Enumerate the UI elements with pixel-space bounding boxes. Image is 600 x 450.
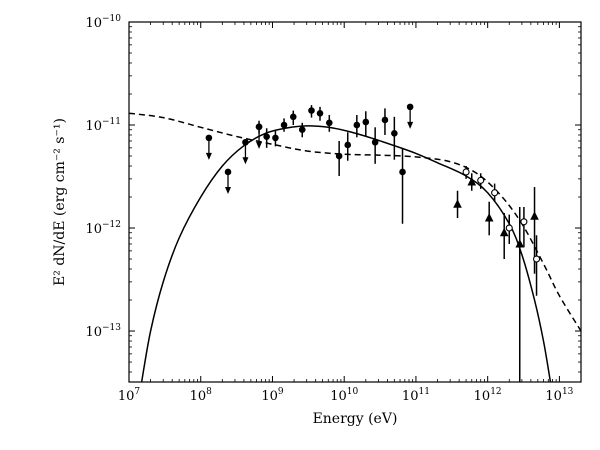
upper-limit-arrow-head bbox=[242, 157, 249, 165]
x-tick-base: 10 bbox=[261, 389, 278, 404]
upper-limit-arrow-head bbox=[407, 121, 414, 129]
model-curve-solid bbox=[140, 125, 552, 382]
x-tick-exponent: 10 bbox=[347, 387, 359, 397]
plot-frame bbox=[128, 21, 582, 383]
fermi-point bbox=[263, 133, 270, 141]
vhe-triangle-point bbox=[515, 238, 525, 248]
x-tick-label: 1013 bbox=[545, 387, 573, 404]
x-tick-label: 1012 bbox=[474, 387, 502, 404]
y-tick-base: 10 bbox=[85, 222, 102, 237]
x-tick-exponent: 11 bbox=[418, 387, 429, 397]
vhe-triangle-point bbox=[499, 227, 509, 237]
y-tick-label: 10−11 bbox=[85, 117, 121, 134]
vhe-open-point bbox=[520, 218, 528, 226]
vhe-triangle-point bbox=[530, 211, 539, 220]
vhe-triangle-point bbox=[467, 176, 477, 186]
vhe-triangle-point bbox=[484, 213, 494, 222]
x-tick-exponent: 12 bbox=[490, 387, 501, 397]
model-curves bbox=[129, 112, 581, 382]
data-points bbox=[205, 103, 541, 382]
x-tick-exponent: 7 bbox=[134, 387, 140, 397]
vhe-triangle-point bbox=[453, 199, 462, 208]
y-tick-exponent: −12 bbox=[102, 220, 121, 230]
vhe-open-point bbox=[532, 255, 541, 263]
fermi-point bbox=[308, 107, 315, 114]
x-tick-base: 10 bbox=[545, 389, 562, 404]
x-tick-base: 10 bbox=[190, 389, 207, 404]
minor-ticks bbox=[129, 22, 581, 382]
y-tick-base: 10 bbox=[85, 325, 102, 340]
x-tick-label: 1010 bbox=[330, 387, 358, 404]
x-tick-base: 10 bbox=[402, 389, 419, 404]
y-tick-exponent: −10 bbox=[102, 14, 121, 24]
fermi-point bbox=[371, 138, 379, 146]
vhe-open-point bbox=[505, 224, 513, 232]
fermi-point bbox=[289, 113, 297, 121]
fermi-point bbox=[362, 118, 370, 126]
fermi-point bbox=[326, 119, 333, 127]
fermi-point bbox=[391, 130, 398, 137]
y-tick-label: 10−12 bbox=[85, 220, 121, 237]
y-axis-title: E² dN/dE (erg cm⁻² s⁻¹) bbox=[52, 118, 68, 286]
x-tick-base: 10 bbox=[118, 389, 135, 404]
x-tick-base: 10 bbox=[474, 389, 491, 404]
major-ticks bbox=[128, 21, 581, 382]
upper-limit-arrow-head bbox=[256, 141, 263, 149]
y-tick-exponent: −13 bbox=[102, 323, 121, 333]
x-tick-exponent: 9 bbox=[278, 387, 284, 397]
y-tick-exponent: −11 bbox=[102, 117, 121, 127]
model-curve-dashed bbox=[129, 112, 581, 332]
fermi-point bbox=[298, 126, 306, 134]
x-tick-base: 10 bbox=[330, 389, 347, 404]
y-tick-label: 10−10 bbox=[85, 14, 121, 31]
x-axis-title: Energy (eV) bbox=[313, 411, 398, 427]
x-tick-label: 108 bbox=[190, 387, 213, 404]
upper-limit-arrow-head bbox=[205, 152, 212, 160]
fermi-point bbox=[272, 134, 279, 142]
x-tick-label: 107 bbox=[118, 387, 141, 404]
fermi-point bbox=[335, 152, 343, 160]
fermi-point bbox=[353, 121, 361, 129]
x-tick-label: 109 bbox=[261, 387, 284, 404]
x-tick-exponent: 13 bbox=[562, 387, 574, 397]
x-tick-exponent: 8 bbox=[206, 387, 212, 397]
fermi-point bbox=[344, 141, 352, 149]
upper-limit-arrow-head bbox=[225, 186, 232, 194]
x-tick-labels: 107 108 109 1010 1011 1012 1013 bbox=[118, 387, 574, 404]
fermi-point bbox=[280, 121, 288, 129]
x-tick-label: 1011 bbox=[402, 387, 430, 404]
y-tick-label: 10−13 bbox=[85, 323, 121, 340]
vhe-open-point bbox=[491, 189, 499, 197]
y-tick-base: 10 bbox=[85, 16, 102, 31]
vhe-open-point bbox=[477, 176, 485, 184]
y-tick-base: 10 bbox=[85, 119, 102, 134]
fermi-point bbox=[399, 168, 406, 176]
vhe-open-point bbox=[462, 168, 470, 176]
fermi-point bbox=[316, 109, 324, 117]
fermi-point bbox=[381, 116, 389, 124]
